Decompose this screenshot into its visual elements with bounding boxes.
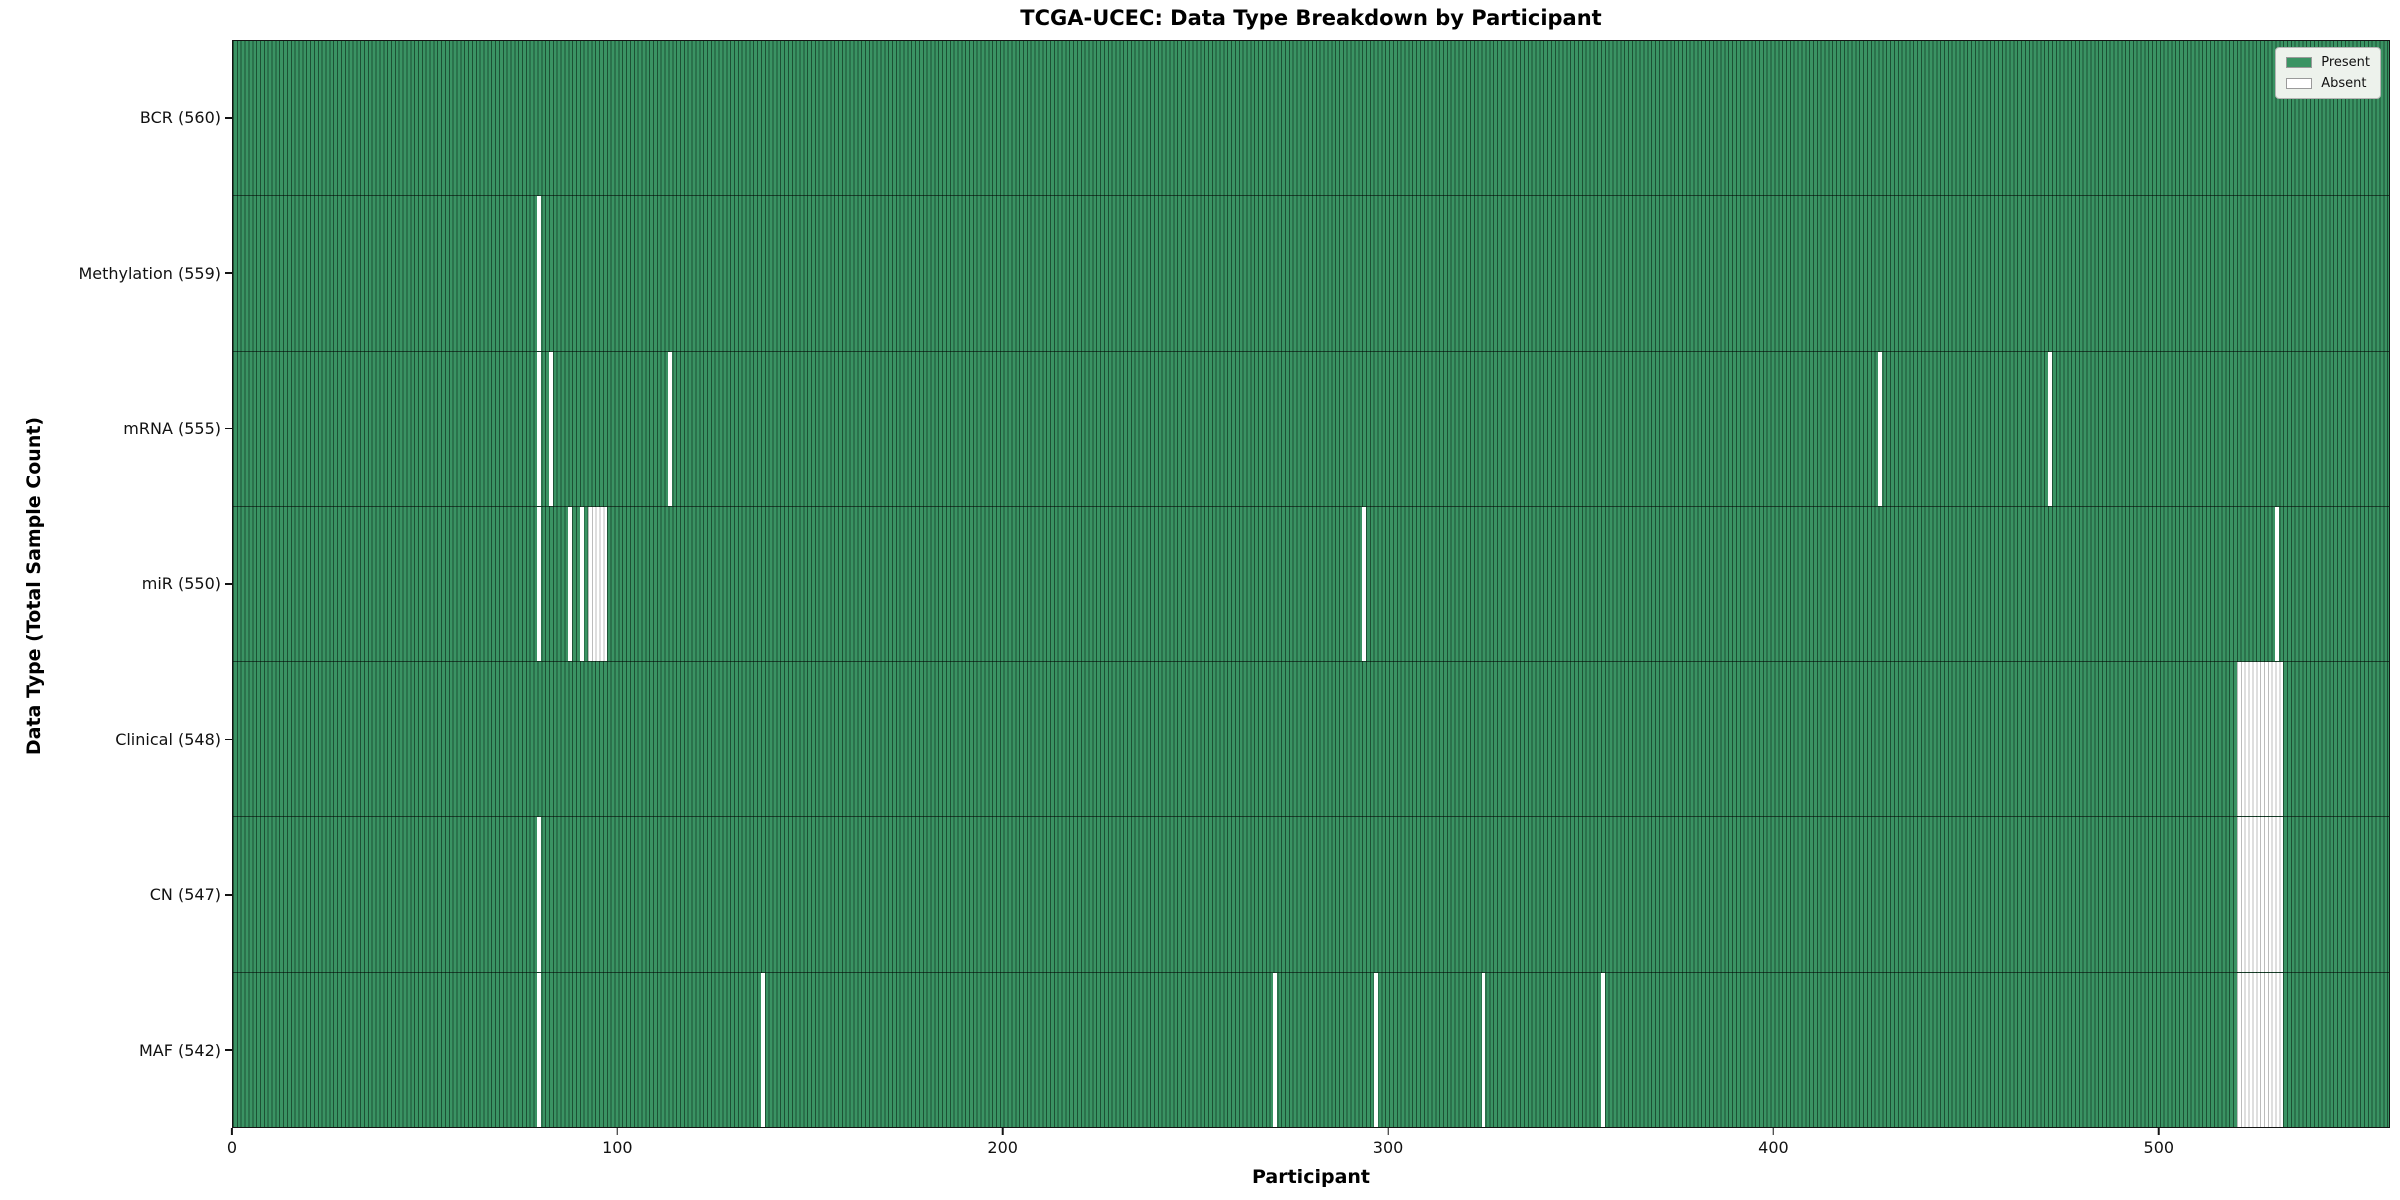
heatmap-row-mir: [233, 506, 2389, 663]
x-tick-500: 500: [2143, 1128, 2175, 1157]
x-tick-label: 500: [2143, 1138, 2175, 1157]
absent-segment: [1362, 506, 1366, 662]
x-tick-mark: [231, 1128, 233, 1135]
absent-segment: [568, 506, 573, 662]
heatmap-row-maf: [233, 972, 2389, 1127]
y-tick-label: BCR (560): [139, 108, 221, 128]
absent-segment: [2048, 351, 2052, 506]
x-axis-label: Participant: [1251, 1166, 1371, 1188]
absent-segment: [1373, 972, 1378, 1127]
x-tick-label: 0: [226, 1138, 238, 1157]
legend-label: Present: [2321, 55, 2370, 70]
y-tick-labels: BCR (560) Methylation (559) mRNA (555) miR …: [0, 40, 232, 1128]
x-tick-mark: [1001, 1128, 1004, 1135]
legend: Present Absent: [2275, 47, 2381, 99]
x-tick-100: 100: [602, 1128, 633, 1157]
x-tick-label: 300: [1372, 1138, 1404, 1157]
absent-segment: [537, 351, 542, 506]
x-tick-300: 300: [1372, 1128, 1404, 1157]
absent-segment: [537, 506, 542, 662]
absent-segment: [587, 506, 607, 662]
x-tick-mark: [616, 1128, 619, 1135]
y-tick-methylation: Methylation (559): [0, 195, 232, 350]
absent-segment: [1878, 351, 1883, 506]
x-tick-label: 200: [987, 1138, 1018, 1157]
heatmap-row-bcr: [233, 41, 2389, 197]
heatmap-row-cn: [233, 817, 2389, 973]
y-tick-mir: miR (550): [0, 506, 232, 661]
y-tick-label: MAF (542): [138, 1040, 221, 1060]
y-tick-maf: MAF (542): [0, 973, 232, 1128]
x-tick-labels: 0 100 200 300 400 500: [227, 1128, 2390, 1168]
x-tick-mark: [1387, 1128, 1389, 1135]
chart-title: TCGA-UCEC: Data Type Breakdown by Partic…: [1020, 6, 1602, 30]
x-tick-400: 400: [1758, 1128, 1789, 1157]
x-tick-label: 100: [602, 1138, 633, 1157]
heatmap-row-methylation: [233, 196, 2389, 352]
x-tick-200: 200: [987, 1128, 1018, 1157]
y-tick-clinical: Clinical (548): [0, 662, 232, 817]
heatmap-row-mrna: [233, 351, 2389, 507]
legend-label: Absent: [2321, 76, 2367, 91]
y-tick-mrna: mRNA (555): [0, 351, 232, 506]
x-tick-mark: [1772, 1128, 1775, 1135]
y-tick-mark: [225, 427, 232, 430]
heatmap-rows: [233, 41, 2389, 1127]
absent-segment: [548, 351, 553, 506]
x-tick-0: 0: [227, 1128, 237, 1157]
legend-entry-absent: Absent: [2286, 76, 2370, 91]
absent-segment: [537, 817, 542, 972]
absent-segment: [2236, 972, 2284, 1127]
x-tick-label: 400: [1758, 1138, 1789, 1157]
absent-segment: [537, 972, 542, 1127]
y-tick-label: CN (547): [149, 885, 221, 905]
absent-segment: [668, 351, 673, 506]
y-tick-label: miR (550): [141, 574, 221, 594]
absent-segment: [760, 972, 765, 1127]
absent-segment: [2236, 662, 2284, 817]
x-tick-mark: [2157, 1128, 2160, 1135]
y-tick-mark: [225, 894, 232, 896]
absent-segment: [1481, 972, 1486, 1127]
legend-entry-present: Present: [2286, 55, 2370, 70]
y-tick-label: Clinical (548): [115, 729, 221, 749]
plot-area: Present Absent: [232, 40, 2390, 1128]
absent-segment: [1601, 972, 1605, 1127]
y-tick-mark: [225, 738, 232, 741]
y-tick-mark: [225, 272, 232, 274]
legend-swatch-icon: [2286, 57, 2313, 68]
y-tick-mark: [225, 583, 232, 585]
absent-segment: [579, 506, 584, 662]
absent-segment: [2236, 817, 2284, 972]
heatmap-row-clinical: [233, 662, 2389, 818]
y-tick-bcr: BCR (560): [0, 40, 232, 195]
absent-segment: [537, 196, 542, 351]
y-tick-mark: [225, 1049, 232, 1052]
y-tick-label: mRNA (555): [123, 419, 221, 439]
absent-segment: [1273, 972, 1278, 1127]
legend-swatch-icon: [2286, 78, 2313, 89]
y-tick-mark: [225, 116, 232, 119]
y-tick-cn: CN (547): [0, 817, 232, 972]
y-tick-label: Methylation (559): [78, 263, 221, 283]
absent-segment: [2275, 506, 2280, 662]
